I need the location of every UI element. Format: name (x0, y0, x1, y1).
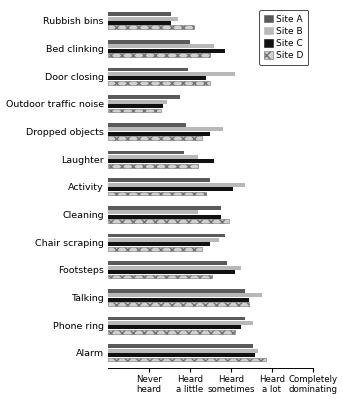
Bar (108, 358, 266, 362)
Bar (108, 183, 245, 186)
Bar (108, 104, 163, 108)
Bar (108, 321, 253, 325)
Bar (108, 289, 245, 293)
Bar (108, 302, 249, 306)
Bar (108, 344, 253, 348)
Bar (108, 326, 241, 329)
Bar (108, 238, 218, 242)
Bar (108, 293, 262, 297)
Bar (108, 261, 227, 265)
Bar (108, 123, 186, 127)
Bar (108, 219, 229, 223)
Bar (108, 274, 212, 278)
Bar (108, 192, 206, 196)
Bar (108, 210, 198, 214)
Bar (108, 215, 221, 219)
Bar (108, 160, 214, 163)
Bar (108, 127, 223, 131)
Legend: Site A, Site B, Site C, Site D: Site A, Site B, Site C, Site D (259, 10, 308, 64)
Bar (108, 155, 198, 159)
Bar (108, 81, 210, 85)
Bar (108, 76, 206, 80)
Bar (108, 17, 178, 20)
Bar (108, 247, 202, 251)
Bar (108, 266, 241, 270)
Bar (108, 178, 210, 182)
Bar (108, 95, 180, 99)
Bar (108, 21, 172, 25)
Bar (108, 68, 188, 72)
Bar (108, 132, 210, 136)
Bar (108, 187, 233, 191)
Bar (108, 164, 198, 168)
Bar (108, 53, 210, 57)
Bar (108, 26, 194, 29)
Bar (108, 44, 214, 48)
Bar (108, 349, 258, 353)
Bar (108, 298, 249, 302)
Bar (108, 12, 172, 16)
Bar (108, 150, 184, 154)
Bar (108, 108, 161, 112)
Bar (108, 206, 221, 210)
Bar (108, 330, 235, 334)
Bar (108, 49, 225, 53)
Bar (108, 136, 202, 140)
Bar (108, 100, 167, 104)
Bar (108, 242, 210, 246)
Bar (108, 40, 190, 44)
Bar (108, 234, 225, 238)
Bar (108, 72, 235, 76)
Bar (108, 317, 245, 320)
Bar (108, 353, 256, 357)
Bar (108, 270, 235, 274)
